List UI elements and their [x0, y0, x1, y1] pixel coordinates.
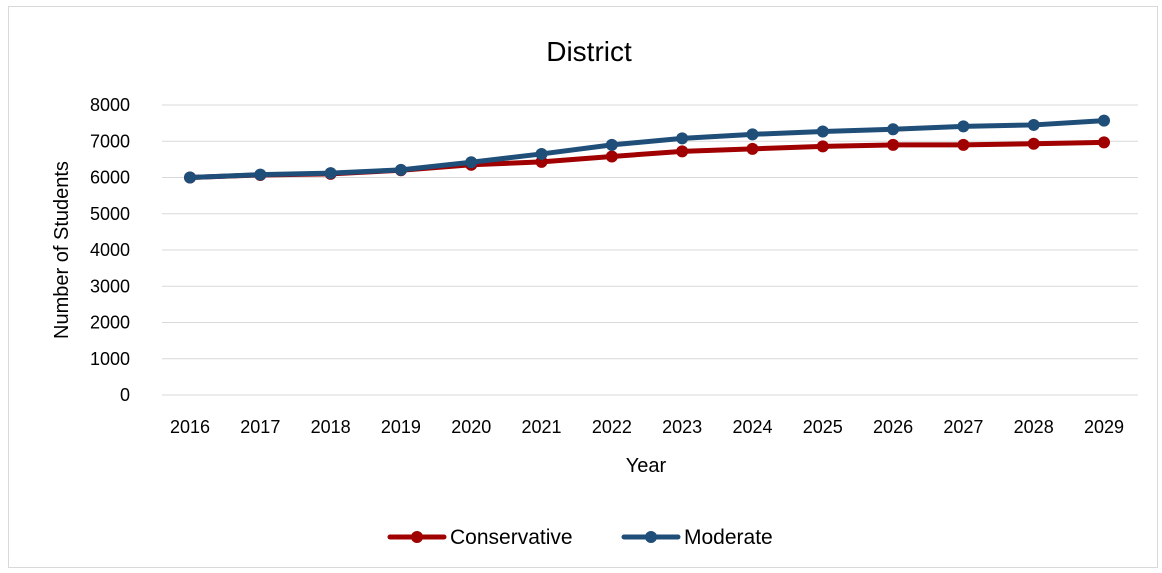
y-tick-label: 0 [120, 385, 130, 405]
data-point [816, 140, 829, 153]
legend-item-conservative: Conservative [387, 526, 573, 549]
y-tick-label: 8000 [90, 95, 130, 115]
x-axis-title: Year [626, 455, 667, 477]
y-axis-title: Number of Students [51, 161, 73, 339]
data-point [676, 132, 689, 145]
chart-title: District [546, 36, 632, 67]
data-point [957, 138, 970, 151]
data-point [254, 168, 267, 181]
data-point [1027, 118, 1040, 131]
data-point [184, 171, 196, 184]
data-point [676, 145, 689, 158]
data-point [957, 120, 970, 133]
data-point [887, 138, 900, 151]
series-line-moderate [187, 118, 1107, 180]
chart-frame [8, 6, 1158, 568]
legend-label: Moderate [684, 526, 773, 549]
legend-label: Conservative [450, 526, 573, 549]
y-tick-label: 5000 [90, 204, 130, 224]
x-tick-label: 2028 [1014, 417, 1054, 437]
x-tick-label: 2020 [451, 417, 491, 437]
x-tick-label: 2021 [522, 417, 562, 437]
y-tick-label: 1000 [90, 349, 130, 369]
y-tick-label: 2000 [90, 313, 130, 333]
data-point [394, 163, 407, 176]
x-tick-label: 2027 [943, 417, 983, 437]
data-point [324, 167, 337, 180]
data-point [1098, 136, 1110, 149]
data-point [605, 138, 618, 151]
y-tick-label: 6000 [90, 168, 130, 188]
y-tick-label: 4000 [90, 240, 130, 260]
legend-swatch-marker [411, 531, 423, 543]
data-point [1027, 137, 1040, 150]
x-tick-label: 2024 [732, 417, 772, 437]
data-point [746, 128, 759, 141]
x-tick-label: 2022 [592, 417, 632, 437]
legend-item-moderate: Moderate [621, 526, 773, 549]
legend-swatch-marker [645, 531, 657, 543]
data-point [605, 150, 618, 163]
series-lines [184, 114, 1110, 184]
data-point [746, 142, 759, 155]
y-tick-label: 3000 [90, 276, 130, 296]
gridlines [162, 104, 1138, 396]
series-moderate [184, 114, 1110, 184]
data-point [1098, 114, 1110, 127]
legend: Conservative Moderate [387, 526, 773, 549]
x-tick-label: 2018 [311, 417, 351, 437]
x-tick-label: 2026 [873, 417, 913, 437]
x-tick-label: 2023 [662, 417, 702, 437]
y-tick-label: 7000 [90, 131, 130, 151]
data-point [465, 156, 478, 169]
y-axis-ticks: 0 1000 2000 3000 4000 5000 6000 7000 8000 [90, 95, 130, 405]
x-tick-label: 2016 [170, 417, 210, 437]
x-tick-label: 2017 [240, 417, 280, 437]
x-tick-label: 2029 [1084, 417, 1124, 437]
data-point [887, 123, 900, 136]
data-point [816, 125, 829, 138]
x-tick-label: 2025 [803, 417, 843, 437]
data-point [535, 147, 548, 160]
x-tick-label: 2019 [381, 417, 421, 437]
x-axis-ticks: 2016 2017 2018 2019 2020 2021 2022 2023 2024 2025… [170, 417, 1124, 437]
